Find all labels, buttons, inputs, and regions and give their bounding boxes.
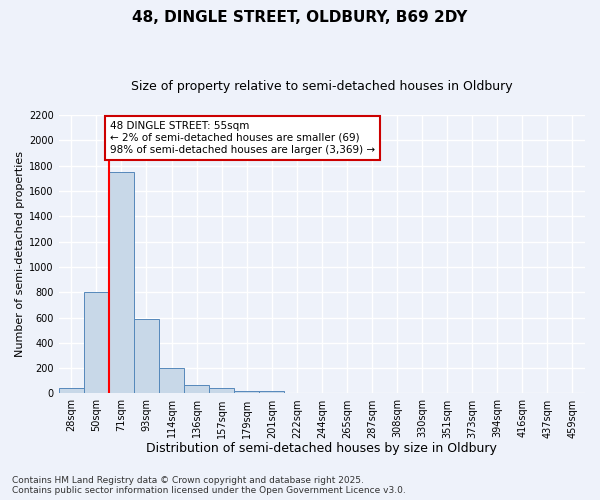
Title: Size of property relative to semi-detached houses in Oldbury: Size of property relative to semi-detach… [131,80,513,93]
Bar [209,388,234,394]
Bar [259,391,284,394]
X-axis label: Distribution of semi-detached houses by size in Oldbury: Distribution of semi-detached houses by … [146,442,497,455]
Text: 48 DINGLE STREET: 55sqm
← 2% of semi-detached houses are smaller (69)
98% of sem: 48 DINGLE STREET: 55sqm ← 2% of semi-det… [110,122,375,154]
Y-axis label: Number of semi-detached properties: Number of semi-detached properties [15,151,25,357]
Bar [134,319,159,394]
Bar [59,388,84,394]
Text: Contains HM Land Registry data © Crown copyright and database right 2025.
Contai: Contains HM Land Registry data © Crown c… [12,476,406,495]
Bar [234,391,259,394]
Bar [159,368,184,394]
Text: 48, DINGLE STREET, OLDBURY, B69 2DY: 48, DINGLE STREET, OLDBURY, B69 2DY [133,10,467,25]
Bar [84,292,109,394]
Bar [109,172,134,394]
Bar [184,385,209,394]
